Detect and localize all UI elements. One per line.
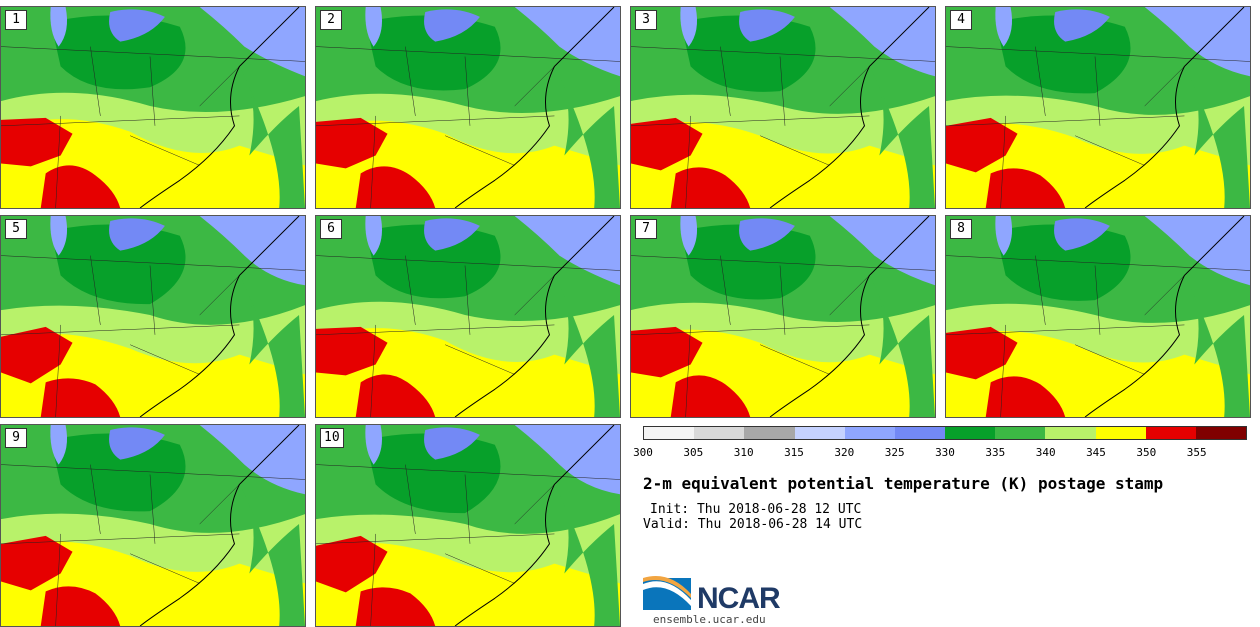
- ncar-logo-icon: [643, 576, 691, 610]
- panel-label: 4: [950, 10, 972, 30]
- theta-e-field-map: [316, 7, 620, 208]
- colorbar-segment-6: [945, 427, 996, 439]
- panel-label: 5: [5, 219, 27, 239]
- map-panel-5: 5: [0, 215, 306, 418]
- colorbar-tick-label: 345: [1086, 446, 1106, 459]
- map-panel-6: 6: [315, 215, 621, 418]
- panel-label: 2: [320, 10, 342, 30]
- init-time: Init: Thu 2018-06-28 12 UTC: [650, 502, 862, 517]
- colorbar-tick-label: 325: [884, 446, 905, 459]
- panel-label: 3: [635, 10, 657, 30]
- plot-title: 2-m equivalent potential temperature (K)…: [643, 474, 1164, 493]
- colorbar-tick-label: 330: [935, 446, 955, 459]
- site-url: ensemble.ucar.edu: [653, 613, 766, 626]
- colorbar-tick-label: 310: [733, 446, 754, 459]
- colorbar-tick-label: 300: [633, 446, 653, 459]
- panel-label: 10: [320, 428, 344, 448]
- map-panel-2: 2: [315, 6, 621, 209]
- theta-e-field-map: [316, 425, 620, 626]
- theta-e-field-map: [946, 216, 1250, 417]
- colorbar-tick-label: 350: [1136, 446, 1157, 459]
- map-panel-1: 1: [0, 6, 306, 209]
- colorbar-segment-1: [694, 427, 745, 439]
- colorbar: [643, 426, 1247, 440]
- colorbar-segment-2: [744, 427, 795, 439]
- panel-label: 6: [320, 219, 342, 239]
- map-panel-7: 7: [630, 215, 936, 418]
- colorbar-segment-3: [794, 427, 845, 439]
- ncar-logo-text: NCAR: [697, 582, 781, 615]
- theta-e-field-map: [1, 7, 305, 208]
- panel-label: 8: [950, 219, 972, 239]
- theta-e-field-map: [631, 216, 935, 417]
- colorbar-segment-0: [644, 427, 695, 439]
- map-panel-3: 3: [630, 6, 936, 209]
- theta-e-field-map: [316, 216, 620, 417]
- colorbar-segment-5: [894, 427, 946, 439]
- colorbar-segment-11: [1195, 427, 1247, 439]
- map-panel-9: 9: [0, 424, 306, 627]
- map-panel-4: 4: [945, 6, 1251, 209]
- panel-label: 9: [5, 428, 27, 448]
- colorbar-segment-4: [844, 427, 895, 439]
- colorbar-segment-8: [1045, 427, 1096, 439]
- theta-e-field-map: [946, 7, 1250, 208]
- colorbar-tick-label: 355: [1186, 446, 1207, 459]
- theta-e-field-map: [1, 216, 305, 417]
- colorbar-segment-10: [1145, 427, 1196, 439]
- colorbar-segment-7: [995, 427, 1046, 439]
- colorbar-segment-9: [1095, 427, 1146, 439]
- map-panel-8: 8: [945, 215, 1251, 418]
- colorbar-tick-label: 305: [683, 446, 704, 459]
- panel-label: 1: [5, 10, 27, 30]
- colorbar-tick-label: 335: [985, 446, 1006, 459]
- colorbar-tick-label: 340: [1035, 446, 1056, 459]
- panel-label: 7: [635, 219, 657, 239]
- map-panel-10: 10: [315, 424, 621, 627]
- colorbar-ticks: 300 305 310 315 320 325 330 335 340 345 350 355: [632, 446, 1260, 460]
- valid-time: Valid: Thu 2018-06-28 14 UTC: [643, 517, 863, 532]
- theta-e-field-map: [1, 425, 305, 626]
- colorbar-tick-label: 315: [784, 446, 804, 459]
- theta-e-field-map: [631, 7, 935, 208]
- colorbar-tick-label: 320: [834, 446, 855, 459]
